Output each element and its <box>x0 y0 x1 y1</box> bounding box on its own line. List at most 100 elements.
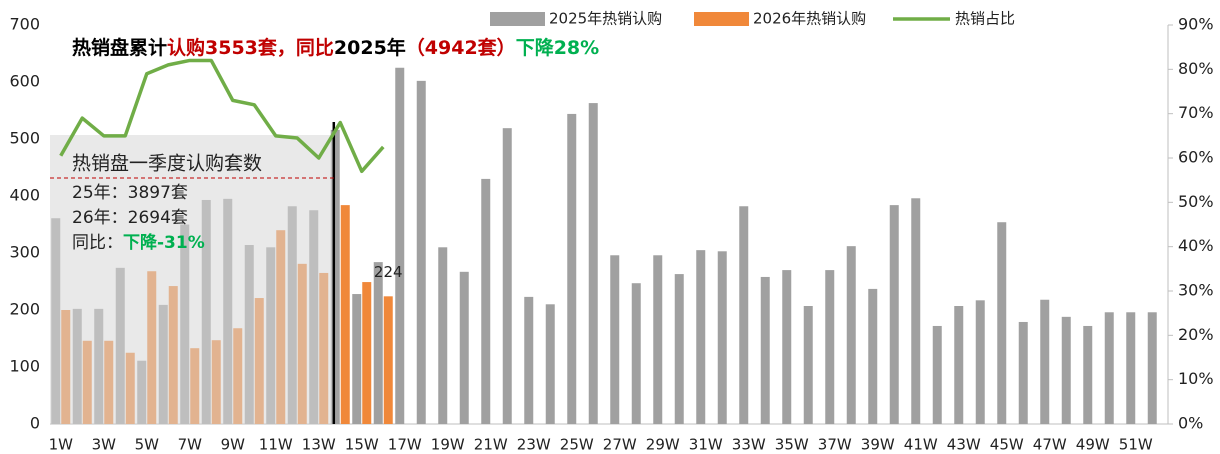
bar <box>1040 299 1050 424</box>
bar <box>846 246 856 424</box>
bar <box>631 283 641 424</box>
legend-label: 2025年热销认购 <box>549 10 662 28</box>
bar <box>911 198 921 424</box>
box-heading: 热销盘一季度认购套数 <box>72 153 262 175</box>
x-tick-label: 37W <box>818 436 852 454</box>
x-tick-label: 7W <box>178 436 203 454</box>
bar <box>340 205 350 424</box>
bar <box>975 300 985 424</box>
y-tick-label: 700 <box>9 15 40 34</box>
legend-swatch <box>490 12 545 26</box>
bar <box>1126 312 1136 424</box>
x-tick-label: 5W <box>135 436 160 454</box>
box-line: 26年：2694套 <box>72 208 188 228</box>
bar <box>438 247 448 424</box>
x-tick-label: 39W <box>861 436 895 454</box>
highlight-box <box>50 135 334 424</box>
box-highlight: 下降-31% <box>123 232 205 253</box>
y2-tick-label: 20% <box>1178 325 1214 344</box>
bar <box>803 306 813 424</box>
y2-tick-label: 10% <box>1178 369 1214 388</box>
bar <box>1147 312 1157 424</box>
bar <box>954 306 964 424</box>
y-tick-label: 300 <box>9 243 40 262</box>
bar <box>481 178 491 424</box>
x-tick-label: 19W <box>431 436 465 454</box>
title-part: 下降28% <box>516 36 599 59</box>
legend-label: 2026年热销认购 <box>753 10 866 28</box>
y2-tick-label: 30% <box>1178 281 1214 300</box>
x-tick-label: 11W <box>259 436 293 454</box>
box-line-label: 同比： <box>72 233 123 253</box>
bar <box>653 255 663 424</box>
y2-tick-label: 70% <box>1178 103 1214 122</box>
bar <box>567 113 577 425</box>
y-tick-label: 100 <box>9 357 40 376</box>
x-tick-label: 25W <box>560 436 594 454</box>
legend-swatch <box>694 12 749 26</box>
bar <box>395 67 405 424</box>
x-tick-label: 51W <box>1119 436 1153 454</box>
y-tick-label: 400 <box>9 186 40 205</box>
bar <box>932 325 942 424</box>
x-tick-label: 35W <box>775 436 809 454</box>
bar <box>1061 316 1071 424</box>
x-tick-label: 13W <box>302 436 336 454</box>
bar <box>352 294 362 424</box>
y2-tick-label: 80% <box>1178 59 1214 78</box>
bar <box>1083 325 1093 424</box>
y-tick-label: 0 <box>30 414 40 433</box>
bar <box>1104 312 1114 424</box>
x-tick-label: 31W <box>689 436 723 454</box>
bar <box>383 296 393 424</box>
bar <box>545 304 555 424</box>
x-tick-label: 9W <box>221 436 246 454</box>
bar <box>868 288 878 424</box>
y2-tick-label: 0% <box>1178 414 1203 433</box>
x-tick-label: 3W <box>92 436 117 454</box>
x-tick-label: 45W <box>990 436 1024 454</box>
bar <box>760 276 770 424</box>
bar <box>459 271 469 424</box>
bar <box>1018 321 1028 424</box>
x-tick-label: 47W <box>1033 436 1067 454</box>
y-tick-label: 500 <box>9 129 40 148</box>
x-tick-label: 27W <box>603 436 637 454</box>
chart-title: 热销盘累计认购3553套，同比2025年（4942套）下降28% <box>72 36 599 59</box>
bar <box>782 270 792 424</box>
y-tick-label: 200 <box>9 300 40 319</box>
bar <box>330 129 340 424</box>
bar <box>825 270 835 424</box>
bar <box>997 222 1007 424</box>
x-tick-label: 43W <box>947 436 981 454</box>
bar <box>889 205 899 424</box>
x-tick-label: 17W <box>388 436 422 454</box>
data-label: 224 <box>374 263 403 281</box>
x-tick-label: 29W <box>646 436 680 454</box>
x-tick-label: 15W <box>345 436 379 454</box>
x-tick-label: 33W <box>732 436 766 454</box>
bar <box>362 282 372 424</box>
bar <box>696 250 706 424</box>
x-tick-label: 21W <box>474 436 508 454</box>
x-tick-label: 23W <box>517 436 551 454</box>
y2-tick-label: 60% <box>1178 148 1214 167</box>
box-line: 同比：下降-31% <box>72 232 205 253</box>
bar <box>416 80 426 425</box>
x-tick-label: 1W <box>49 436 74 454</box>
bar <box>502 128 512 425</box>
bar <box>373 262 383 424</box>
line-series <box>59 58 385 174</box>
bar <box>610 255 620 424</box>
y2-tick-label: 90% <box>1178 15 1214 34</box>
y2-tick-label: 50% <box>1178 192 1214 211</box>
title-part: （4942套） <box>406 36 516 59</box>
x-tick-label: 41W <box>904 436 938 454</box>
bar <box>524 296 534 424</box>
bar <box>739 206 749 424</box>
bar <box>717 251 727 424</box>
box-line: 25年：3897套 <box>72 183 188 203</box>
legend-label: 热销占比 <box>955 10 1015 28</box>
